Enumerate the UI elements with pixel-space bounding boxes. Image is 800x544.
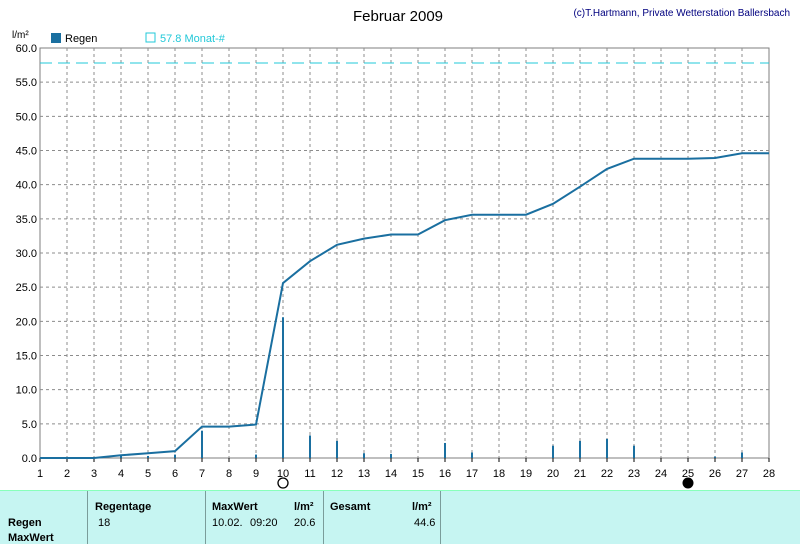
x-tick-label: 15 — [412, 468, 424, 480]
x-tick-label: 11 — [304, 468, 315, 480]
y-tick-label: 40.0 — [16, 180, 37, 192]
x-tick-label: 23 — [628, 468, 640, 480]
y-tick-label: 60.0 — [16, 43, 37, 55]
cumulative-rain-line — [40, 152, 769, 459]
y-tick-label: 10.0 — [16, 385, 37, 397]
rain-bar — [120, 455, 122, 458]
x-tick-label: 6 — [172, 468, 178, 480]
x-tick-label: 19 — [520, 468, 532, 480]
x-tick-label: 10 — [277, 468, 289, 480]
copyright-text: (c)T.Hartmann, Private Wetterstation Bal… — [573, 8, 790, 19]
x-tick-label: 27 — [736, 468, 748, 480]
y-tick-label: 15.0 — [16, 351, 37, 363]
regentage-value: 18 — [98, 517, 111, 529]
rain-bar — [147, 455, 149, 458]
rain-bar — [255, 454, 257, 458]
x-tick-label: 7 — [199, 468, 205, 480]
gesamt-header: Gesamt — [330, 501, 371, 513]
maxwert-value: 20.6 — [294, 517, 316, 529]
y-axis-ticks: 0.0 5.0 10.0 15.0 20.0 25.0 30.0 35.0 40.0 45.0 50… — [16, 43, 37, 465]
y-tick-label: 55.0 — [16, 77, 37, 89]
rain-bar — [741, 452, 743, 458]
rain-bar — [309, 435, 311, 458]
x-tick-label: 16 — [439, 468, 451, 480]
rain-bar — [714, 456, 716, 458]
x-tick-label: 4 — [118, 468, 124, 480]
x-tick-label: 28 — [763, 468, 775, 480]
x-axis-ticks: 1 2 3 4 5 6 7 8 9 10 11 12 13 14 15 16 17 18 19 20 21 22 23 24 2… — [37, 458, 775, 480]
rain-bar — [633, 445, 635, 458]
rain-bar — [444, 442, 446, 458]
legend: Regen 57.8 Monat-# — [51, 32, 226, 45]
rain-bar — [174, 454, 176, 458]
maxwert-unit: l/m² — [294, 501, 314, 513]
chart-title: Februar 2009 — [353, 8, 443, 25]
x-tick-label: 13 — [358, 468, 370, 480]
row-label-maxwert: MaxWert — [8, 532, 54, 544]
maxwert-date: 10.02. — [212, 517, 243, 529]
rain-chart: Februar 2009 (c)T.Hartmann, Private Wett… — [12, 8, 790, 489]
x-tick-label: 12 — [331, 468, 343, 480]
rain-bar — [552, 445, 554, 458]
rain-bar — [579, 440, 581, 458]
y-tick-label: 50.0 — [16, 111, 37, 123]
daily-rain-bars — [120, 317, 743, 458]
maxwert-header: MaxWert — [212, 501, 258, 513]
rain-bar — [336, 440, 338, 458]
y-axis-unit: l/m² — [12, 30, 29, 41]
legend-regen-swatch — [51, 33, 61, 43]
y-tick-label: 45.0 — [16, 146, 37, 158]
legend-regen-label: Regen — [65, 33, 97, 45]
legend-monat-swatch — [145, 32, 156, 43]
regentage-header: Regentage — [95, 501, 152, 513]
new-moon-icon — [682, 477, 694, 489]
x-tick-label: 14 — [385, 468, 397, 480]
y-tick-label: 20.0 — [16, 316, 37, 328]
rain-bar — [201, 430, 203, 458]
gesamt-unit: l/m² — [412, 501, 432, 513]
gesamt-value: 44.6 — [414, 517, 436, 529]
x-tick-label: 20 — [547, 468, 559, 480]
summary-table: Regen MaxWert Regentage 18 MaxWert l/m² … — [0, 490, 800, 544]
x-tick-label: 9 — [253, 468, 259, 480]
y-tick-label: 5.0 — [22, 419, 37, 431]
x-tick-label: 8 — [226, 468, 232, 480]
x-tick-label: 26 — [709, 468, 721, 480]
x-tick-label: 22 — [601, 468, 613, 480]
x-tick-label: 21 — [574, 468, 586, 480]
x-tick-label: 5 — [145, 468, 151, 480]
x-tick-label: 2 — [64, 468, 70, 480]
y-tick-label: 35.0 — [16, 214, 37, 226]
rain-bar — [282, 317, 284, 458]
y-tick-label: 0.0 — [22, 453, 37, 465]
y-tick-label: 30.0 — [16, 248, 37, 260]
maxwert-time: 09:20 — [250, 517, 278, 529]
moon-phase-markers — [277, 477, 694, 489]
row-label-regen: Regen — [8, 517, 42, 529]
x-tick-label: 18 — [493, 468, 505, 480]
x-tick-label: 17 — [466, 468, 478, 480]
rain-bar — [606, 438, 608, 458]
legend-monat-label: 57.8 Monat-# — [160, 33, 226, 45]
rain-bar — [390, 453, 392, 458]
rain-bar — [363, 453, 365, 458]
x-tick-label: 24 — [655, 468, 667, 480]
full-moon-icon — [277, 477, 289, 489]
grid-lines — [40, 48, 769, 458]
y-tick-label: 25.0 — [16, 282, 37, 294]
x-tick-label: 1 — [37, 468, 43, 480]
x-tick-label: 25 — [682, 468, 694, 480]
rain-bar — [471, 452, 473, 458]
x-tick-label: 3 — [91, 468, 97, 480]
